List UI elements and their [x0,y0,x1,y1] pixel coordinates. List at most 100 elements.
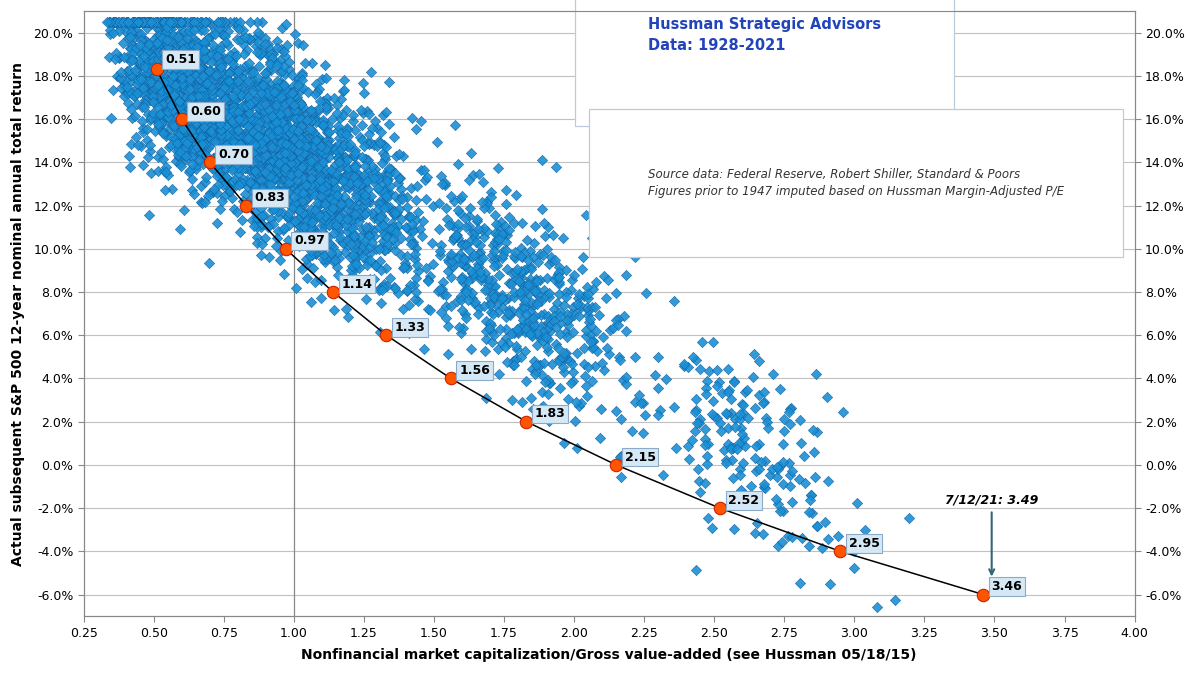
Point [301,114,321,125]
Point [270,161,289,172]
Point [195,116,214,127]
Point [301,246,321,256]
Point [202,84,221,95]
Point [456,287,475,297]
Point [200,129,219,140]
Point [141,94,160,105]
Point [269,129,288,139]
Point [123,88,142,99]
Point [403,225,422,236]
Point [172,118,191,129]
Point [266,163,285,174]
Point [422,238,441,248]
Point [273,135,292,146]
Point [266,57,285,67]
Point [312,168,331,179]
Point [324,168,343,179]
Point [203,112,222,123]
Point [834,407,853,418]
Point [267,125,286,135]
Point [165,121,184,132]
Point [222,116,242,127]
Point [165,68,184,79]
Point [504,355,523,366]
Point [264,172,283,183]
Point [535,320,554,331]
Point [203,118,222,129]
Point [404,224,423,235]
Point [214,137,233,147]
Point [629,390,648,400]
Point [270,110,289,121]
Point [498,308,517,319]
Point [251,131,270,142]
Point [216,77,236,87]
Point [346,238,365,249]
Point [214,79,233,90]
Point [297,142,316,153]
Point [225,52,244,63]
Point [155,99,175,110]
Point [322,186,341,197]
Point [194,38,213,48]
Point [220,112,239,123]
Point [226,160,245,170]
Point [374,279,393,290]
Point [306,151,325,162]
Point [476,334,495,345]
Point [152,90,171,101]
Point [206,24,225,34]
Point [208,102,227,112]
Point [360,229,379,240]
Point [264,119,283,130]
Point [123,40,142,50]
Point [169,116,188,127]
Point [324,287,343,297]
Point [423,201,443,211]
Point [486,280,505,291]
Point [297,159,316,170]
Point [164,17,183,28]
Point [252,182,271,192]
Point [190,63,209,74]
Point [256,177,275,188]
Point [312,118,331,129]
Point [251,47,270,58]
Point [193,17,212,28]
Point [135,95,154,106]
Point [176,66,195,77]
Point [468,214,487,225]
Point [353,120,372,131]
Point [518,235,537,246]
Point [292,135,311,146]
Point [147,23,166,34]
Point [178,59,197,69]
Point [139,48,158,59]
Point [138,55,157,65]
Point [134,46,153,57]
Point [517,417,536,427]
Point [161,20,181,30]
Point [161,24,181,35]
Point [256,81,275,92]
Point [171,17,190,28]
Point [355,245,374,256]
Point [146,50,165,61]
Point [799,541,818,552]
Point [263,104,282,115]
Point [336,156,355,167]
Point [294,177,313,188]
Point [268,164,287,175]
Point [297,254,316,264]
Point [310,140,329,151]
Point [791,415,810,426]
Point [157,48,176,59]
Point [126,17,145,28]
Point [298,113,317,124]
Point [533,358,553,369]
Point [368,203,388,214]
Point [269,143,288,153]
Point [775,426,794,437]
Point [145,112,164,123]
Point [248,96,267,106]
